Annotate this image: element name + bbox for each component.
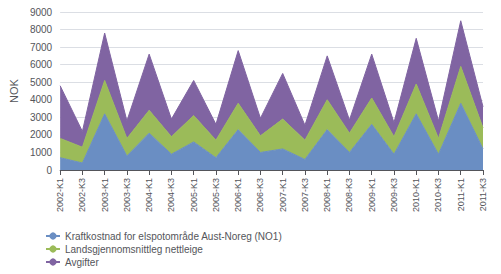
- svg-text:2011-K3: 2011-K3: [478, 178, 488, 211]
- svg-text:2002-K3: 2002-K3: [77, 178, 87, 212]
- svg-text:2008-K1: 2008-K1: [322, 178, 332, 212]
- svg-text:2000: 2000: [30, 129, 53, 140]
- svg-text:2007-K3: 2007-K3: [300, 178, 310, 212]
- svg-text:2004-K1: 2004-K1: [144, 178, 154, 212]
- svg-text:2003-K1: 2003-K1: [100, 178, 110, 212]
- svg-text:NOK: NOK: [8, 78, 20, 103]
- svg-text:2007-K1: 2007-K1: [278, 178, 288, 212]
- svg-text:9000: 9000: [30, 7, 53, 18]
- svg-text:3000: 3000: [30, 112, 53, 123]
- svg-text:2011-K1: 2011-K1: [456, 178, 466, 211]
- svg-text:2004-K3: 2004-K3: [166, 178, 176, 212]
- svg-text:2010-K3: 2010-K3: [433, 178, 443, 212]
- svg-text:2002-K1: 2002-K1: [55, 178, 65, 212]
- svg-text:2008-K3: 2008-K3: [344, 178, 354, 212]
- svg-text:8000: 8000: [30, 24, 53, 35]
- svg-text:2005-K3: 2005-K3: [211, 178, 221, 212]
- svg-text:2003-K3: 2003-K3: [122, 178, 132, 212]
- svg-text:5000: 5000: [30, 77, 53, 88]
- svg-text:2006-K1: 2006-K1: [233, 178, 243, 212]
- svg-text:Kraftkostnad for elspotområde: Kraftkostnad for elspotområde Aust-Noreg…: [65, 231, 282, 242]
- svg-text:Avgifter: Avgifter: [65, 257, 99, 268]
- svg-text:2009-K3: 2009-K3: [389, 178, 399, 212]
- svg-text:6000: 6000: [30, 59, 53, 70]
- svg-text:2005-K1: 2005-K1: [189, 178, 199, 212]
- svg-text:2006-K3: 2006-K3: [255, 178, 265, 212]
- svg-text:4000: 4000: [30, 94, 53, 105]
- svg-text:0: 0: [47, 165, 53, 176]
- svg-text:2010-K1: 2010-K1: [411, 178, 421, 212]
- svg-text:1000: 1000: [30, 147, 53, 158]
- svg-text:2009-K1: 2009-K1: [367, 178, 377, 212]
- svg-text:Landsgjennomsnittleg nettleige: Landsgjennomsnittleg nettleige: [65, 244, 203, 255]
- svg-text:7000: 7000: [30, 42, 53, 53]
